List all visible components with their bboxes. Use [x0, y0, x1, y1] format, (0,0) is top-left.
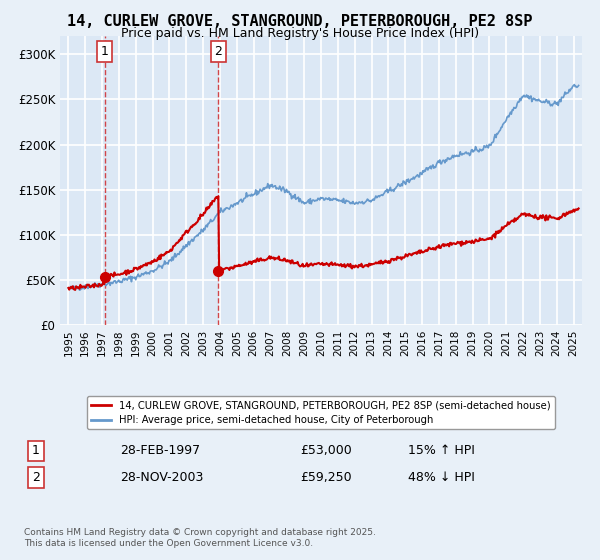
Text: 28-NOV-2003: 28-NOV-2003	[120, 471, 203, 484]
Text: 1: 1	[32, 444, 40, 458]
Text: 28-FEB-1997: 28-FEB-1997	[120, 444, 200, 458]
Text: 14, CURLEW GROVE, STANGROUND, PETERBOROUGH, PE2 8SP: 14, CURLEW GROVE, STANGROUND, PETERBOROU…	[67, 14, 533, 29]
Text: 2: 2	[32, 471, 40, 484]
Text: 1: 1	[101, 45, 109, 58]
Legend: 14, CURLEW GROVE, STANGROUND, PETERBOROUGH, PE2 8SP (semi-detached house), HPI: : 14, CURLEW GROVE, STANGROUND, PETERBOROU…	[87, 396, 555, 430]
Text: 48% ↓ HPI: 48% ↓ HPI	[408, 471, 475, 484]
Text: 2: 2	[215, 45, 223, 58]
Text: £53,000: £53,000	[300, 444, 352, 458]
Text: Contains HM Land Registry data © Crown copyright and database right 2025.
This d: Contains HM Land Registry data © Crown c…	[24, 528, 376, 548]
Text: Price paid vs. HM Land Registry's House Price Index (HPI): Price paid vs. HM Land Registry's House …	[121, 27, 479, 40]
Text: 15% ↑ HPI: 15% ↑ HPI	[408, 444, 475, 458]
Text: £59,250: £59,250	[300, 471, 352, 484]
